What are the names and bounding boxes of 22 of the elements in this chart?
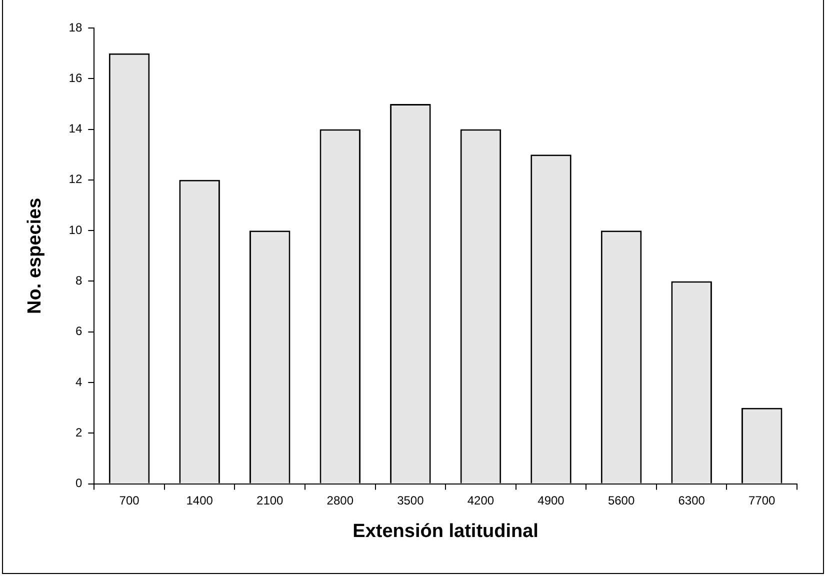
x-tick-label: 1400 bbox=[186, 493, 214, 508]
x-tick-label: 2100 bbox=[256, 493, 284, 508]
y-tick-label: 8 bbox=[75, 274, 82, 288]
y-tick-label: 2 bbox=[75, 425, 82, 440]
y-tick-label: 12 bbox=[68, 172, 82, 186]
y-tick-label: 4 bbox=[75, 374, 82, 389]
x-axis-title: Extensión latitudinal bbox=[352, 520, 538, 542]
y-axis-title: No. especies bbox=[24, 198, 46, 314]
x-tick-label: 7700 bbox=[748, 493, 776, 508]
x-tick-label: 6300 bbox=[678, 493, 706, 508]
x-tick-label: 2800 bbox=[326, 493, 354, 508]
x-tick-label: 4200 bbox=[467, 493, 494, 508]
y-tick-label: 10 bbox=[68, 222, 82, 237]
y-tick-label: 16 bbox=[68, 70, 82, 85]
y-tick-label: 14 bbox=[68, 122, 82, 136]
x-tick-label: 700 bbox=[119, 493, 140, 508]
x-tick-label: 5600 bbox=[608, 493, 635, 508]
x-tick-label: 4900 bbox=[538, 493, 565, 508]
x-tick-label: 3500 bbox=[397, 493, 424, 508]
y-tick-label: 18 bbox=[68, 20, 82, 34]
y-tick-label: 0 bbox=[75, 476, 82, 490]
y-tick-label: 6 bbox=[75, 324, 82, 338]
